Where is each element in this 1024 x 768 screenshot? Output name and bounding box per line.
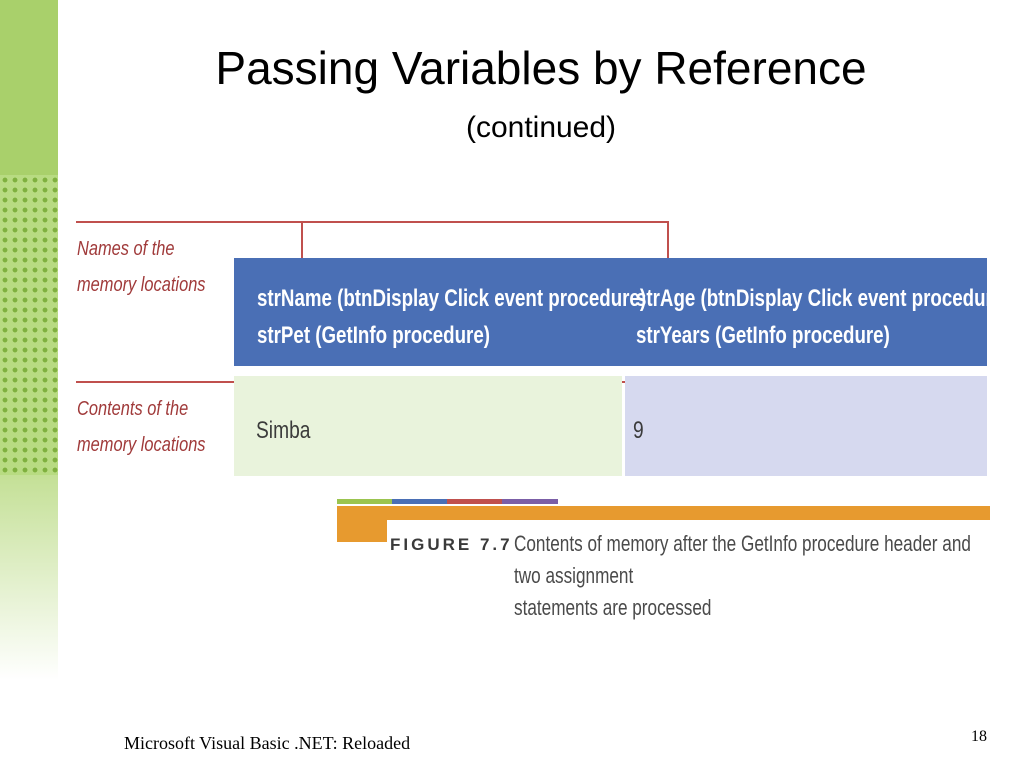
left-value: Simba (256, 417, 311, 444)
left-name-line1: strName (btnDisplay Click event procedur… (257, 285, 647, 312)
caption-line2: statements are processed (514, 595, 712, 620)
slide-title: Passing Variables by Reference (215, 42, 867, 94)
names-label-line1: Names of the (77, 238, 175, 260)
names-box (234, 258, 987, 366)
footer-text: Microsoft Visual Basic .NET: Reloaded (124, 733, 411, 753)
slide-subtitle: (continued) (465, 111, 617, 144)
contents-label-line1: Contents of the (77, 398, 189, 420)
names-pointer-right (667, 221, 669, 261)
page-number: 18 (971, 728, 987, 745)
strip-green (337, 499, 392, 504)
side-gradient (0, 475, 58, 768)
caption-line1: Contents of memory after the GetInfo pro… (514, 531, 971, 588)
left-value-cell (234, 376, 622, 476)
strip-red (447, 499, 502, 504)
contents-label-line2: memory locations (77, 434, 206, 456)
side-decoration (0, 0, 58, 768)
right-value-cell (625, 376, 987, 476)
right-name-line1: strAge (btnDisplay Click event procedure… (636, 285, 1010, 312)
caption-orange-bar (337, 506, 990, 520)
names-bracket-line (76, 221, 669, 223)
right-value: 9 (633, 417, 644, 444)
strip-purple (502, 499, 558, 504)
names-label-line2: memory locations (77, 274, 206, 296)
side-dot-pattern (0, 175, 58, 475)
names-pointer-left (301, 221, 303, 261)
right-name-line2: strYears (GetInfo procedure) (636, 322, 890, 349)
figure-caption: Contents of memory after the GetInfo pro… (514, 528, 982, 624)
left-name-line2: strPet (GetInfo procedure) (257, 322, 490, 349)
strip-blue (392, 499, 447, 504)
side-green-band (0, 0, 58, 175)
figure-number: FIGURE 7.7 (390, 535, 513, 554)
caption-orange-block (337, 506, 387, 542)
